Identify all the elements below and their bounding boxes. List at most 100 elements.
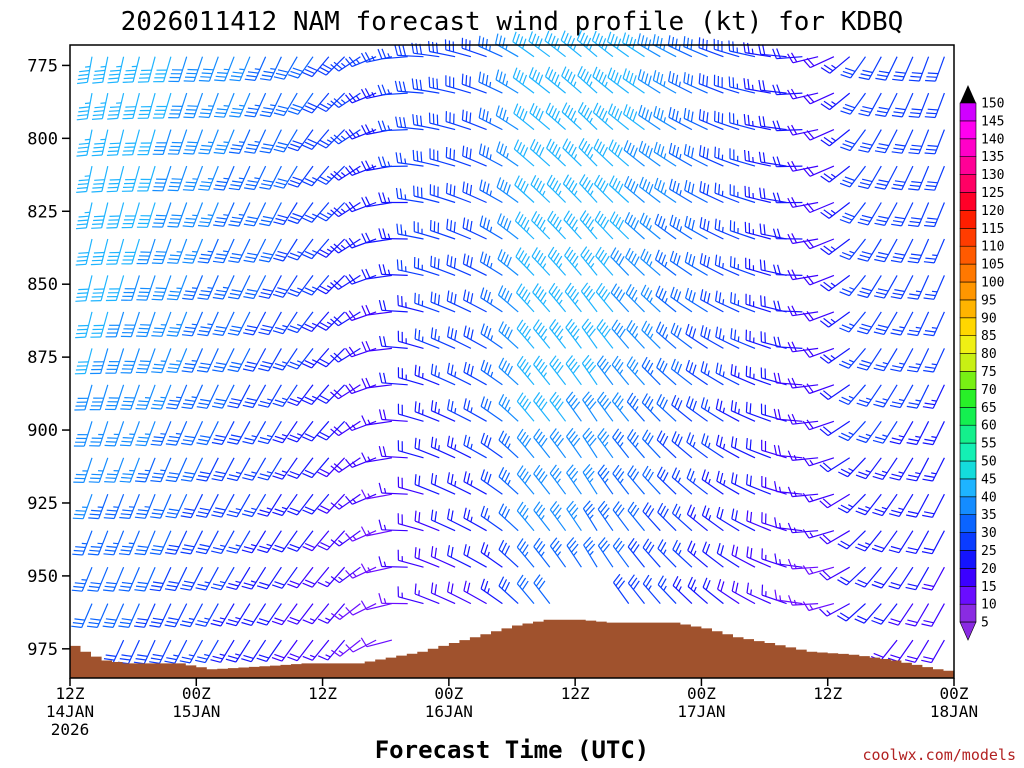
wind-barb [532,283,551,313]
barb-full [333,207,343,215]
barb-staff [899,384,914,408]
barb-full [660,182,665,193]
barb-full [183,116,194,119]
y-tick-label: 850 [27,275,58,295]
barb-full [348,129,357,139]
barb-full [104,621,115,625]
barb-full [776,156,781,167]
barb-staff [112,566,125,592]
barb-staff [235,566,251,590]
barb-full [627,465,634,475]
barb-full [88,517,99,520]
barb-full [547,210,554,221]
wind-barb [302,202,330,223]
wind-barb [150,493,172,519]
barb-staff [808,603,835,612]
wind-barb [242,384,267,409]
barb-full [91,473,102,476]
barb-staff [250,639,267,663]
barb-full [262,288,273,292]
barb-full [120,513,132,516]
barb-full [677,436,683,447]
barb-full [304,105,315,111]
wind-barb [656,394,677,422]
wind-barb [72,493,93,520]
barb-full [566,249,574,260]
wind-barb [908,165,930,191]
barb-staff [686,405,708,422]
wind-barb [921,603,945,627]
barb-full [119,516,130,519]
barb-full [611,355,619,366]
barb-full [601,361,609,371]
barb-staff [112,603,125,628]
barb-full [243,546,255,550]
barb-full [763,260,766,271]
barb-staff [160,384,172,410]
wind-barb [241,530,267,554]
barb-full [572,437,581,447]
barb-full [521,580,529,591]
barb-staff [900,311,914,336]
barb-full [230,434,242,438]
barb-full [167,189,179,192]
barb-full [627,537,635,548]
wind-barb [498,394,519,422]
wind-barb [627,465,645,495]
barb-staff [145,384,156,410]
wind-barb [702,577,724,605]
barb-full [566,500,574,510]
wind-barb [227,384,251,409]
barb-full [290,70,301,76]
barb-full [301,290,313,296]
barb-full [213,224,224,227]
barb-full [598,107,605,118]
barb-staff [235,603,251,627]
barb-half [809,532,814,538]
barb-full [168,617,179,621]
barb-full [197,620,208,624]
barb-full [890,618,901,623]
barb-staff [283,56,298,80]
wind-barb [229,92,251,118]
barb-staff [221,384,235,409]
wind-barb [820,238,851,256]
wind-barb [745,365,771,386]
barb-full [583,107,590,118]
barb-staff [159,530,172,555]
barb-staff [597,472,614,495]
barb-full [287,110,299,115]
wind-barb [839,275,866,297]
barb-full [507,365,513,376]
barb-staff [685,369,708,386]
barb-full [556,364,564,375]
barb-full [361,341,367,352]
barb-full [118,625,129,628]
barb-staff [281,457,298,480]
barb-staff [582,435,598,459]
barb-full [701,469,706,480]
wind-barb [759,187,787,204]
barb-half [251,435,257,438]
wind-barb [626,428,645,459]
barb-staff [866,275,882,298]
wind-barb [195,530,219,555]
wind-barb [891,92,914,118]
barb-full [672,576,679,586]
barb-full [524,365,532,375]
barb-full [213,188,224,191]
barb-half [239,68,245,71]
wind-barb [670,322,693,349]
wind-barb [107,92,125,120]
barb-half [779,595,782,601]
barb-full [138,473,149,476]
barb-staff [207,202,219,227]
barb-full [641,71,645,82]
x-tick-label: 12Z [561,684,590,703]
barb-staff [414,411,440,422]
wind-barb [243,238,267,263]
barb-full [167,475,178,479]
barb-full [78,179,90,182]
barb-staff [829,129,851,147]
barb-half [238,141,245,143]
